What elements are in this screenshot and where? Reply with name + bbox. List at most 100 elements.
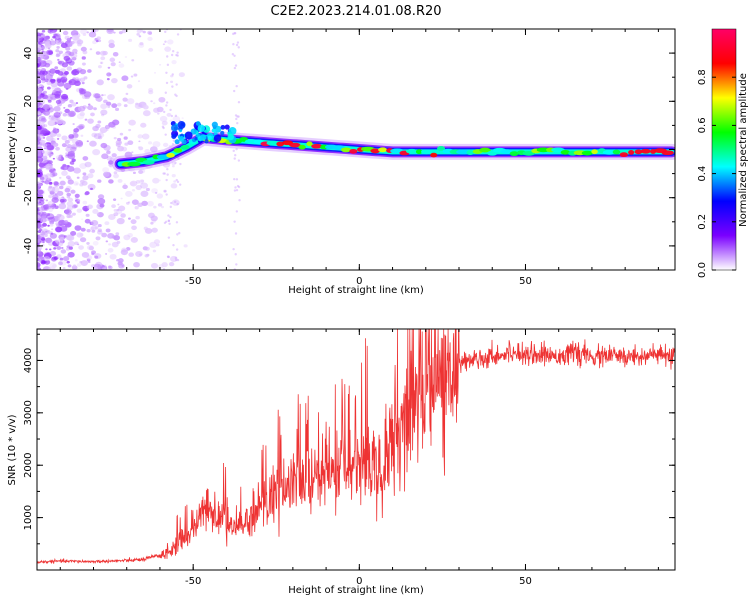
colorbar-tick-label: 0.2 — [697, 214, 708, 230]
noise-speck — [74, 241, 79, 245]
noise-speck — [131, 225, 137, 231]
noise-speck — [86, 205, 89, 208]
ridge-peak — [581, 150, 593, 156]
noise-speck — [112, 119, 120, 126]
noise-streak — [172, 139, 176, 142]
noise-streak — [176, 202, 179, 206]
noise-speck — [181, 117, 184, 120]
noise-speck — [39, 179, 44, 183]
noise-speck — [170, 183, 178, 189]
ridge-splash — [184, 131, 193, 140]
noise-speck — [129, 181, 136, 186]
noise-speck — [94, 93, 101, 99]
noise-speck — [121, 146, 128, 152]
noise-speck — [80, 260, 88, 266]
noise-speck — [171, 173, 176, 178]
noise-speck — [68, 51, 75, 57]
noise-speck — [109, 253, 117, 260]
noise-speck — [97, 223, 102, 228]
noise-streak — [165, 104, 168, 107]
noise-speck — [39, 70, 44, 74]
noise-speck — [37, 251, 43, 256]
noise-speck — [111, 153, 117, 158]
noise-speck — [50, 31, 55, 35]
noise-speck — [71, 102, 77, 107]
noise-speck — [57, 60, 63, 65]
noise-speck — [37, 125, 42, 130]
noise-speck — [150, 100, 153, 103]
noise-speck — [161, 262, 168, 268]
noise-speck — [53, 79, 56, 81]
noise-speck — [37, 156, 44, 163]
noise-speck — [50, 205, 56, 210]
noise-speck — [42, 228, 47, 232]
noise-speck — [98, 65, 102, 69]
noise-speck — [83, 76, 88, 80]
noise-speck — [66, 66, 73, 71]
noise-speck — [116, 259, 120, 262]
noise-streak — [170, 114, 174, 118]
noise-speck — [108, 243, 111, 246]
spectrogram-panel: -50 0 50 -40 -20 0 20 40 Height of straight lin… — [7, 28, 676, 296]
noise-speck — [38, 115, 46, 122]
noise-speck — [37, 88, 43, 94]
noise-streak — [169, 108, 172, 112]
noise-speck — [107, 66, 111, 69]
noise-speck — [99, 126, 108, 134]
noise-speck — [37, 136, 42, 143]
noise-speck — [123, 183, 126, 186]
noise-speck — [84, 118, 88, 121]
spectrogram-ylabel: Frequency (Hz) — [7, 112, 18, 188]
noise-speck — [153, 205, 157, 209]
noise-speck — [89, 168, 95, 174]
noise-speck — [105, 101, 112, 106]
noise-speck — [105, 228, 111, 233]
noise-speck — [157, 112, 160, 115]
noise-speck — [43, 112, 46, 115]
noise-speck — [92, 208, 99, 214]
noise-speck — [96, 212, 100, 216]
noise-streak — [234, 64, 238, 67]
noise-speck — [140, 190, 149, 197]
noise-speck — [82, 105, 87, 109]
noise-speck — [66, 195, 71, 199]
noise-speck — [55, 146, 60, 151]
noise-speck — [90, 112, 95, 117]
noise-speck — [38, 183, 43, 187]
noise-speck — [91, 229, 96, 233]
noise-speck — [138, 140, 141, 143]
noise-speck — [49, 248, 52, 251]
noise-speck — [127, 201, 131, 204]
noise-speck — [154, 191, 158, 194]
noise-speck — [48, 169, 54, 173]
noise-speck — [57, 214, 65, 221]
noise-speck — [131, 188, 136, 192]
noise-speck — [62, 113, 68, 117]
noise-streak — [237, 101, 241, 104]
noise-speck — [38, 201, 42, 204]
noise-speck — [49, 233, 58, 239]
noise-speck — [56, 133, 62, 138]
noise-speck — [37, 44, 42, 51]
noise-speck — [42, 136, 46, 139]
noise-speck — [129, 180, 138, 187]
noise-speck — [37, 102, 43, 108]
ridge-peak — [415, 149, 423, 155]
noise-speck — [46, 95, 53, 102]
noise-speck — [37, 200, 40, 205]
noise-streak — [233, 66, 237, 70]
noise-speck — [85, 213, 90, 217]
noise-speck — [87, 118, 94, 124]
ridge-peak — [634, 149, 643, 155]
noise-speck — [152, 141, 161, 148]
ridge-peak — [430, 152, 438, 158]
noise-speck — [46, 151, 51, 155]
ridge-peak — [522, 150, 536, 156]
noise-speck — [53, 168, 56, 171]
ridge-peak — [378, 147, 388, 153]
noise-speck — [57, 222, 62, 225]
ridge-splash — [207, 135, 212, 140]
noise-speck — [97, 39, 102, 43]
noise-speck — [63, 82, 72, 90]
noise-speck — [162, 43, 166, 46]
